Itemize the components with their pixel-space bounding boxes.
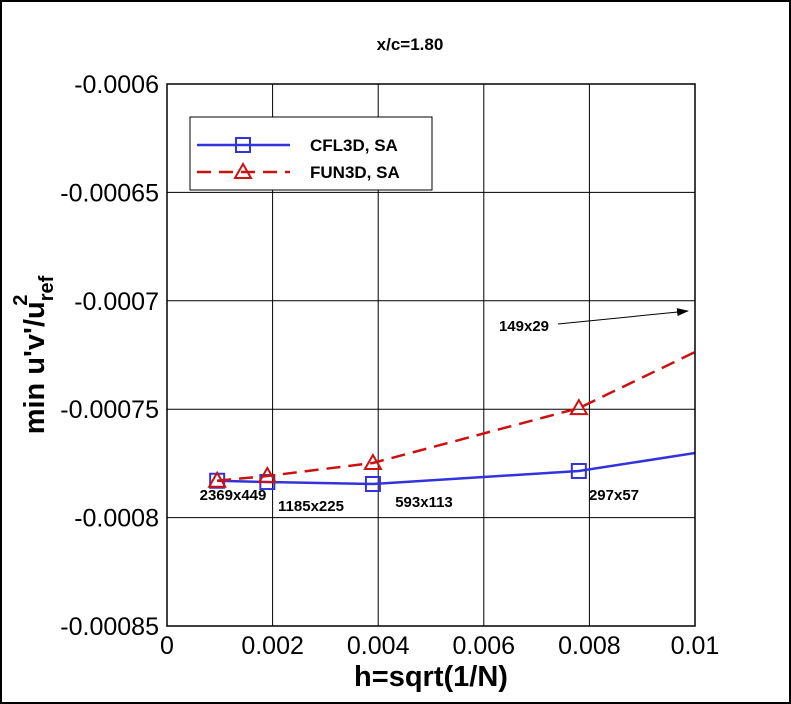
marker — [570, 462, 587, 479]
series-line — [217, 350, 695, 482]
legend-box — [189, 116, 433, 191]
y-tick-label: -0.00085 — [60, 613, 159, 641]
y-tick-label: -0.00075 — [60, 396, 159, 424]
x-tick-label: 0.006 — [453, 632, 516, 660]
annotation: 593x113 — [395, 494, 453, 511]
y-tick-label: -0.0008 — [74, 505, 159, 533]
plot-frame — [166, 83, 696, 627]
y-tick-label: -0.0006 — [74, 71, 159, 99]
marker — [233, 161, 253, 179]
x-tick-label: 0.004 — [347, 632, 410, 660]
y-label-sup: 2 — [10, 295, 32, 306]
x-tick-label: 0 — [160, 632, 174, 660]
y-label-sub: ref — [36, 275, 58, 301]
marker — [569, 398, 589, 416]
chart-title: x/c=1.80 — [377, 35, 444, 54]
x-tick-label: 0.008 — [558, 632, 621, 660]
marker — [207, 470, 227, 488]
x-tick-label: 0.01 — [671, 632, 720, 660]
annotation: 2369x449 — [200, 487, 267, 504]
annotation-arrow — [557, 308, 689, 325]
y-tick-label: -0.00065 — [60, 179, 159, 207]
marker — [235, 137, 251, 153]
annotation: 297x57 — [589, 487, 639, 504]
annotation: 1185x225 — [278, 498, 344, 515]
legend-label: CFL3D, SA — [310, 136, 398, 155]
marker — [364, 475, 381, 492]
marker — [363, 452, 383, 470]
y-tick-label: -0.0007 — [74, 288, 159, 316]
series-line — [217, 451, 695, 486]
annotation: 149x29 — [499, 318, 549, 335]
marker — [257, 465, 278, 483]
x-axis-label: h=sqrt(1/N) — [354, 661, 508, 693]
y-label-main: min u'v'/u — [19, 301, 51, 434]
legend-label: FUN3D, SA — [310, 163, 400, 182]
x-tick-label: 0.002 — [241, 632, 304, 660]
y-axis-label: min u'v'/uref 2 — [10, 275, 58, 434]
